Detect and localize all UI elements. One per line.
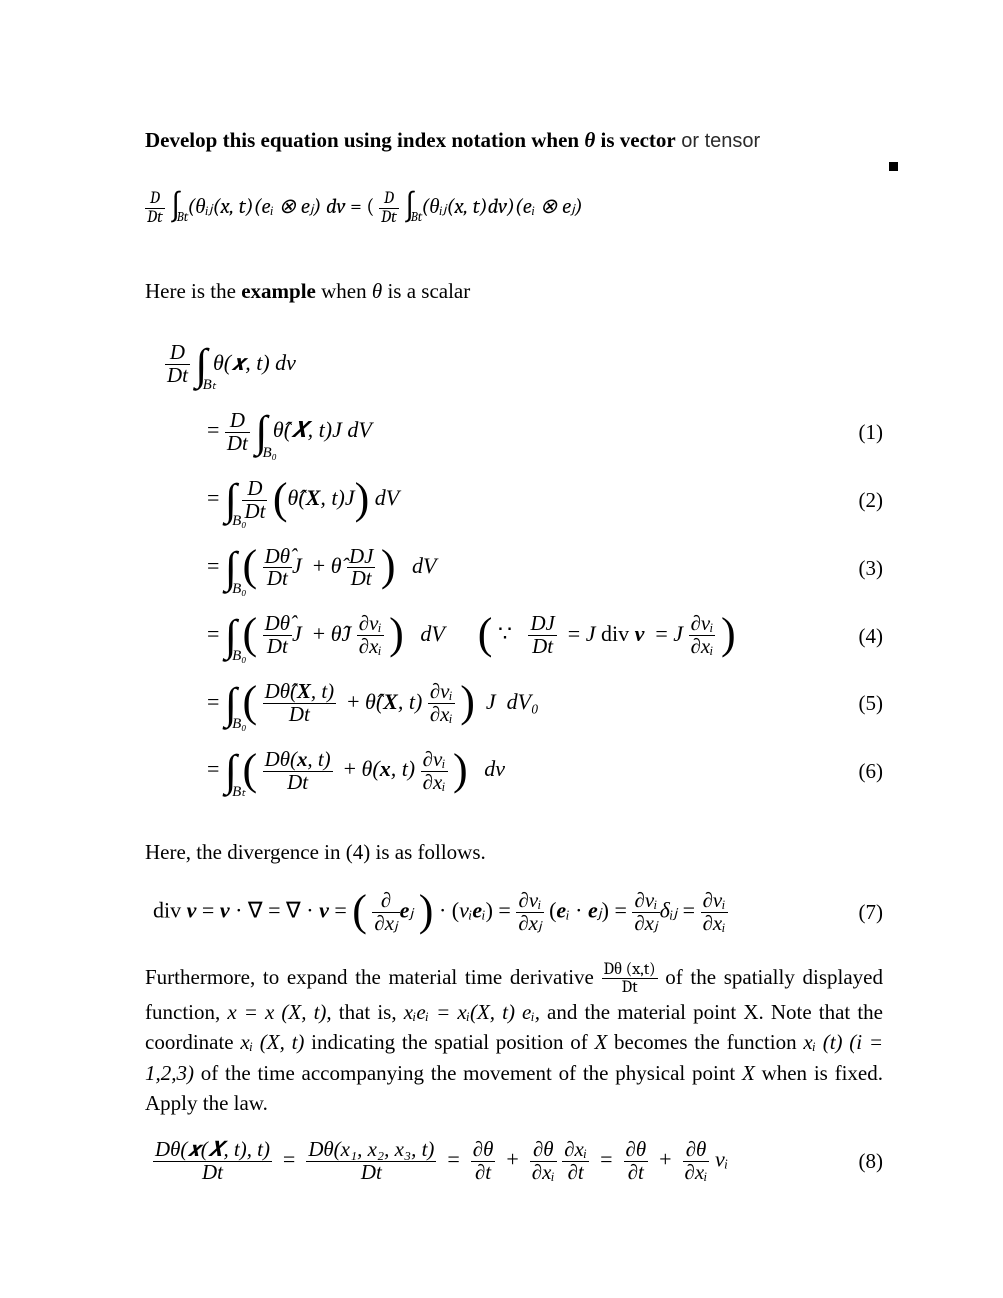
b: ∂t	[471, 1161, 496, 1184]
n2: D	[379, 190, 399, 208]
black-square-marker	[889, 162, 898, 171]
i2b: example	[241, 279, 316, 303]
pc: x = x (X, t),	[227, 1000, 331, 1024]
b: ∂t	[562, 1161, 589, 1184]
pd: that is,	[332, 1000, 404, 1024]
integral-icon-2: ∫Bt	[403, 192, 416, 224]
derivation-block: D Dt ∫Bₜ θ(𝒙, t) dv = D Dt ∫B₀ θ̂(𝑿, t)J…	[145, 333, 883, 804]
body1: θ̂(𝑿, t)J dV	[273, 417, 372, 442]
deriv-line-5: = ∫B₀ ( Dθ̂(X, t)Dt + θ̂(X, t) ∂vᵢ∂xᵢ ) …	[145, 672, 883, 736]
isub2: Bt	[411, 211, 423, 224]
a: ∂xᵢ	[562, 1139, 589, 1161]
example-intro: Here is the example when θ is a scalar	[145, 276, 883, 306]
vi: vᵢ	[715, 1146, 728, 1171]
pe: xᵢeᵢ = xᵢ(X, t) eᵢ,	[404, 1000, 540, 1024]
integral-icon: ∫Bₜ	[225, 739, 237, 803]
n: D	[225, 410, 250, 432]
frac-D-Dt-right: D Dt	[379, 190, 399, 226]
inline-frac: Dθ (x,t) Dt	[602, 961, 658, 997]
page-title: Develop this equation using index notati…	[145, 125, 883, 156]
d2: Dt	[379, 208, 399, 227]
equals: =	[350, 195, 362, 219]
s: B₀	[232, 511, 246, 533]
divergence-note: Here, the divergence in (4) is as follow…	[145, 837, 883, 867]
pm: X	[742, 1061, 755, 1085]
pl: of the time accompanying the movement of…	[194, 1061, 742, 1085]
b: ∂xᵢ	[683, 1161, 710, 1184]
a: ∂θ	[683, 1139, 710, 1161]
i2a: Here is the	[145, 279, 241, 303]
pj: becomes the function	[607, 1030, 803, 1054]
eqnum-4: (4)	[839, 621, 884, 651]
d2: Dt	[306, 1161, 436, 1184]
title-theta: θ	[584, 128, 595, 152]
n: Dθ(𝒙(𝑿, t), t)	[153, 1139, 272, 1161]
integral-icon: ∫B₀	[225, 672, 237, 736]
title-bold: Develop this equation using index notati…	[145, 128, 676, 152]
n: D	[165, 342, 190, 364]
a: ∂θ	[530, 1139, 557, 1161]
pa: Furthermore, to expand the material time…	[145, 965, 602, 989]
s: Bₜ	[203, 375, 217, 397]
deriv-line-6: = ∫Bₜ ( Dθ(x, t)Dt + θ(x, t) ∂vᵢ∂xᵢ ) dv…	[145, 739, 883, 803]
eqnum-7: (7)	[839, 897, 884, 927]
eqnum-8: (8)	[839, 1146, 884, 1176]
d: Dt	[165, 364, 190, 387]
a: ∂θ	[624, 1139, 649, 1161]
frac-D-Dt-left: D Dt	[145, 190, 165, 226]
d: Dt	[153, 1161, 272, 1184]
i2theta: θ	[372, 279, 382, 303]
ph: indicating the spatial position of	[304, 1030, 594, 1054]
eqnum-6: (6)	[839, 756, 884, 786]
i2d: is a scalar	[382, 279, 470, 303]
title-tensor: or tensor	[676, 130, 760, 152]
t2: is vector	[595, 128, 675, 152]
open-paren: (	[366, 195, 374, 219]
lhs-body: (θᵢⱼ(x, t)(eᵢ ⊗ eⱼ) dv	[187, 195, 345, 219]
body0: θ(𝒙, t) dv	[213, 350, 296, 375]
i2c: when	[316, 279, 372, 303]
deriv-line-4: = ∫B₀ ( Dθ̂DtJ + θ̂J ∂vᵢ∂xᵢ ) dV ( ∵ DJD…	[145, 604, 883, 668]
equation-8: Dθ(𝒙(𝑿, t), t)Dt = Dθ(x₁, x₂, x₃, t)Dt =…	[145, 1139, 883, 1184]
deriv-line-3: = ∫B₀ ( Dθ̂DtJ + θ̂ DJDt ) dV (3)	[145, 536, 883, 600]
n: Dθ (x,t)	[602, 961, 658, 979]
eqnum-5: (5)	[839, 688, 884, 718]
pi: X	[594, 1030, 607, 1054]
integral-icon: ∫B₀	[255, 400, 267, 464]
equation-7: div v = v · ∇ = ∇ · v = ( ∂∂xⱼeⱼ ) · (vᵢ…	[145, 890, 883, 935]
eqnum-1: (1)	[839, 417, 884, 447]
tail2: dV	[375, 485, 399, 510]
deriv-line-1: = D Dt ∫B₀ θ̂(𝑿, t)J dV (1)	[145, 400, 883, 464]
paren2: θ̂(X, t)J	[288, 485, 355, 510]
n2: Dθ(x₁, x₂, x₃, t)	[306, 1139, 436, 1161]
eqnum-3: (3)	[839, 553, 884, 583]
integral-icon: ∫B₀	[225, 468, 237, 532]
pg: xᵢ (X, t)	[240, 1030, 304, 1054]
dfrac0: D Dt	[165, 342, 190, 387]
integral-icon: ∫Bₜ	[195, 333, 207, 397]
d: Dt	[225, 432, 250, 455]
d: Dt	[145, 208, 165, 227]
a: ∂θ	[471, 1139, 496, 1161]
eqnum-2: (2)	[839, 485, 884, 515]
deriv-line-0: D Dt ∫Bₜ θ(𝒙, t) dv	[145, 333, 883, 397]
s: B₀	[263, 443, 277, 465]
d: Dt	[602, 978, 658, 997]
deriv-line-2: = ∫B₀ D Dt (θ̂(X, t)J) dV (2)	[145, 468, 883, 532]
integral-icon: ∫Bt	[169, 192, 182, 224]
n: D	[145, 190, 165, 208]
isub: Bt	[177, 211, 189, 224]
rhs-body: (θᵢⱼ(x, t)dv)(eᵢ ⊗ eⱼ)	[421, 195, 582, 219]
integral-icon: ∫B₀	[225, 604, 237, 668]
explanation-paragraph: Furthermore, to expand the material time…	[145, 961, 883, 1119]
dfrac1: D Dt	[225, 410, 250, 455]
t1: Develop this equation using index notati…	[145, 128, 584, 152]
integral-icon: ∫B₀	[225, 536, 237, 600]
tensor-inline-equation: D Dt ∫Bt (θᵢⱼ(x, t)(eᵢ ⊗ eⱼ) dv = ( D Dt…	[145, 190, 883, 226]
b: ∂xᵢ	[530, 1161, 557, 1184]
b: ∂t	[624, 1161, 649, 1184]
n: D	[242, 478, 267, 500]
